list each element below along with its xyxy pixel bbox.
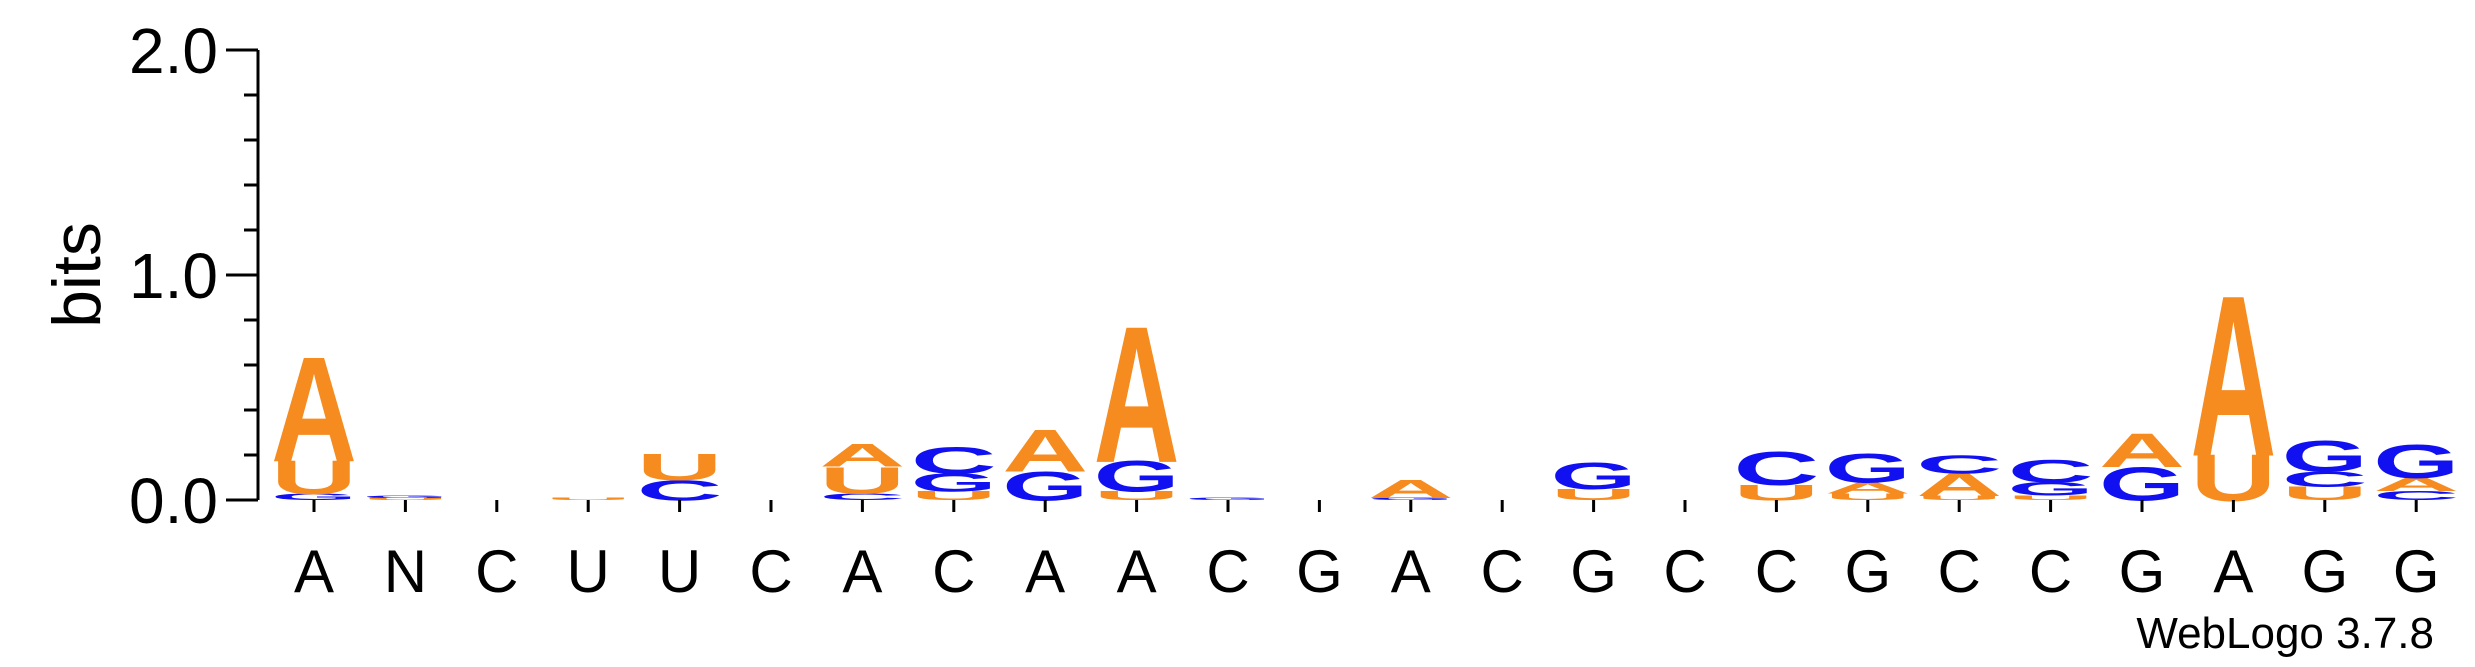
y-tick-label: 0.0	[129, 465, 218, 537]
logo-letter-C: C	[2282, 466, 2368, 491]
logo-letter-A: A	[1825, 479, 1911, 497]
y-axis: 0.0 1.0 2.0	[129, 15, 260, 537]
logo-letter-U: U	[819, 459, 905, 502]
y-ticks: 0.0 1.0 2.0	[129, 15, 258, 537]
y-axis-label: bits	[39, 222, 115, 328]
logo-letter-U: U	[911, 489, 997, 503]
logo-letter-G: G	[1825, 445, 1911, 491]
x-tick-label: A	[842, 538, 882, 605]
logo-letter-U: U	[1094, 489, 1180, 503]
x-tick-label: C	[1481, 538, 1524, 605]
logo-letter-C: C	[2373, 489, 2459, 503]
logo-letter-U: U	[637, 446, 723, 489]
logo-letter-U: U	[2282, 483, 2368, 504]
logo-letter-C: C	[911, 439, 997, 482]
logo-letter-U: U	[1551, 486, 1637, 504]
logo-letter-A: A	[2099, 423, 2185, 477]
x-tick-label: U	[567, 538, 610, 605]
logo-letter-C: C	[2008, 454, 2094, 490]
logo-letter-A: A	[1002, 417, 1088, 485]
logo-letter-G: G	[1185, 497, 1271, 501]
logo-letter-A: A	[2373, 474, 2459, 495]
x-tick-label: A	[1117, 538, 1157, 605]
logo-letter-G: G	[911, 468, 997, 497]
x-tick-label: A	[1025, 538, 1065, 605]
logo-letter-C: C	[1916, 450, 2002, 479]
x-tick-label: A	[294, 538, 334, 605]
logo-letter-U: U	[1825, 491, 1911, 502]
y-tick-label: 1.0	[129, 240, 218, 312]
logo-letter-G: G	[2373, 435, 2459, 489]
x-tick-label: C	[1206, 538, 1249, 605]
logo-letter-U: U	[545, 497, 631, 501]
x-tick-label: C	[475, 538, 518, 605]
logo-letter-C: C	[1733, 441, 1819, 495]
x-tick-label: C	[1938, 538, 1981, 605]
x-tick-label: C	[1755, 538, 1798, 605]
logo-letter-A: A	[2190, 248, 2276, 505]
weblogo-version-label: WebLogo 3.7.8	[2136, 609, 2434, 658]
logo-letter-A: A	[271, 326, 357, 494]
logo-letter-U: U	[362, 497, 448, 501]
x-tick-label: G	[1570, 538, 1617, 605]
logo-letter-C: C	[819, 491, 905, 502]
x-tick-label: G	[2393, 538, 2440, 605]
y-tick-label: 2.0	[129, 15, 218, 87]
logo-letter-G: G	[271, 491, 357, 502]
logo-letter-G: G	[362, 495, 448, 499]
logo-letter-A: A	[1916, 467, 2002, 503]
logo-letter-A: A	[819, 438, 905, 474]
x-tick-label: A	[2213, 538, 2253, 605]
x-tick-label: N	[384, 538, 427, 605]
logo-letter-U: U	[1916, 494, 2002, 501]
x-tick-label: A	[1391, 538, 1431, 605]
x-tick-label: C	[749, 538, 792, 605]
logo-letter-A: A	[1368, 475, 1454, 504]
x-tick-label: C	[2029, 538, 2072, 605]
logo-letter-U: U	[2008, 494, 2094, 501]
x-tick-label: U	[658, 538, 701, 605]
x-tick-label: C	[1663, 538, 1706, 605]
logo-letter-G: G	[1094, 451, 1180, 501]
x-tick-label: G	[2119, 538, 2166, 605]
logo-letter-G: G	[1368, 497, 1454, 501]
x-tick-label: G	[1844, 538, 1891, 605]
logo-letter-A: A	[1094, 287, 1180, 505]
logo-letter-G: G	[1551, 455, 1637, 498]
x-tick-label: C	[932, 538, 975, 605]
x-tick-label: G	[1296, 538, 1343, 605]
logo-letter-U: U	[271, 450, 357, 504]
logo-letter-G: G	[2008, 478, 2094, 499]
logo-letter-G: G	[2282, 431, 2368, 481]
x-tick-label: G	[2301, 538, 2348, 605]
